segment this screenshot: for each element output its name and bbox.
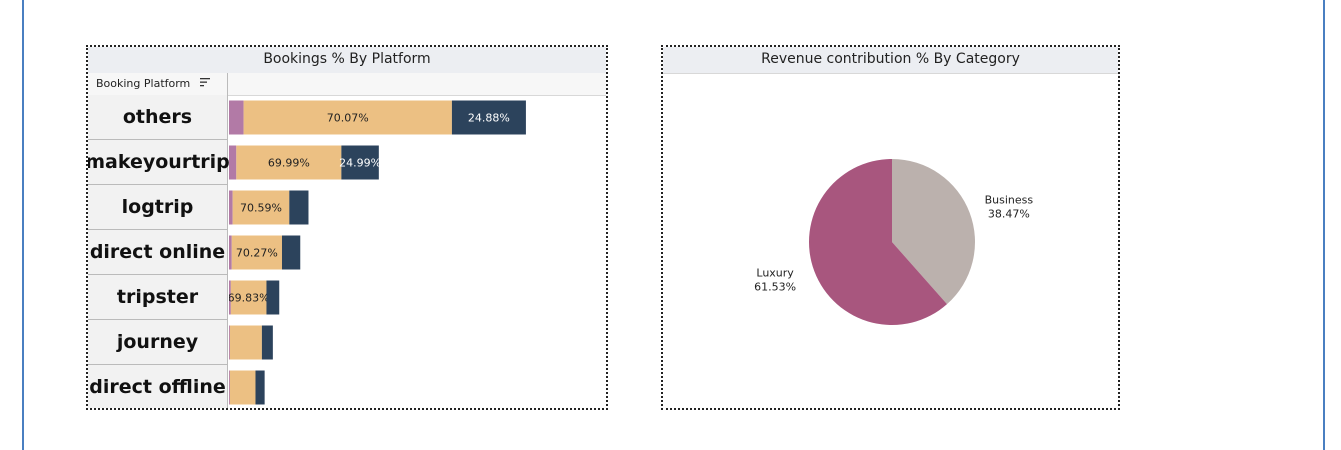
pie-label-business: Business (985, 194, 1034, 207)
pie-value-business: 38.47% (988, 208, 1030, 221)
data-label-others-series-1: 70.07% (327, 112, 369, 125)
row-label-logtrip[interactable]: logtrip (88, 185, 228, 230)
bar-makeyourtrip-series-1[interactable] (236, 145, 342, 180)
bar-journey-series-1[interactable] (229, 325, 262, 360)
bar-direct-offline-series-2[interactable] (255, 370, 265, 405)
platform-row-labels: others makeyourtrip logtrip direct online tr… (88, 95, 230, 408)
pie-chart-title: Revenue contribution % By Category (663, 47, 1118, 74)
row-label-makeyourtrip[interactable]: makeyourtrip (88, 140, 230, 185)
booking-platform-header[interactable]: Booking Platform (88, 73, 228, 95)
row-label-tripster[interactable]: tripster (88, 275, 228, 320)
bar-plot-area: 70.07% 24.88% 69.99% 24.99% 70.59% 70.27% 69.8… (229, 100, 526, 405)
data-label-makeyourtrip-series-1: 69.99% (268, 157, 310, 170)
pie-label-luxury: Luxury (756, 266, 794, 279)
bar-direct-online-series-2[interactable] (281, 235, 301, 270)
row-label-direct-online[interactable]: direct online (88, 230, 228, 275)
bar-others-series-1[interactable] (243, 100, 452, 135)
row-label-journey[interactable]: journey (88, 320, 228, 365)
bar-logtrip-series-1[interactable] (232, 190, 290, 225)
data-label-logtrip-series-1: 70.59% (240, 202, 282, 215)
bar-journey-series-0[interactable] (229, 325, 230, 360)
bar-direct-offline-series-1[interactable] (229, 370, 256, 405)
row-label-others[interactable]: others (88, 95, 228, 140)
header-fill (228, 73, 606, 96)
sort-icon[interactable] (199, 73, 210, 95)
data-label-tripster-series-1: 69.83% (229, 292, 270, 305)
bar-direct-online-series-0[interactable] (229, 235, 232, 270)
bar-logtrip-series-0[interactable] (229, 190, 233, 225)
bar-makeyourtrip-series-0[interactable] (229, 145, 237, 180)
frame-right-border (1323, 0, 1325, 450)
frame-left-border (22, 0, 24, 450)
bar-direct-online-series-1[interactable] (231, 235, 282, 270)
data-label-direct-online-series-1: 70.27% (236, 247, 278, 260)
bar-others-series-2[interactable] (451, 100, 526, 135)
bar-journey-series-2[interactable] (261, 325, 273, 360)
pie-value-luxury: 61.53% (754, 280, 796, 293)
bar-logtrip-series-2[interactable] (289, 190, 309, 225)
bar-direct-offline-series-0[interactable] (229, 370, 230, 405)
booking-platform-header-label: Booking Platform (96, 77, 191, 90)
bar-chart-title: Bookings % By Platform (88, 47, 606, 74)
data-label-makeyourtrip-series-2: 24.99% (339, 157, 381, 170)
pie-slice-business[interactable] (892, 159, 975, 305)
bar-tripster-series-0[interactable] (229, 280, 231, 315)
bar-others-series-0[interactable] (229, 100, 244, 135)
bar-tripster-series-1[interactable] (230, 280, 267, 315)
bookings-by-platform-panel[interactable]: Bookings % By Platform Booking Platform … (86, 45, 608, 410)
bar-tripster-series-2[interactable] (266, 280, 280, 315)
bar-makeyourtrip-series-2[interactable] (341, 145, 379, 180)
row-label-direct-offline[interactable]: direct offline (88, 365, 228, 408)
data-label-others-series-2: 24.88% (468, 112, 510, 125)
pie-slice-luxury[interactable] (809, 159, 948, 325)
revenue-by-category-panel[interactable]: Revenue contribution % By Category Busin… (661, 45, 1120, 410)
